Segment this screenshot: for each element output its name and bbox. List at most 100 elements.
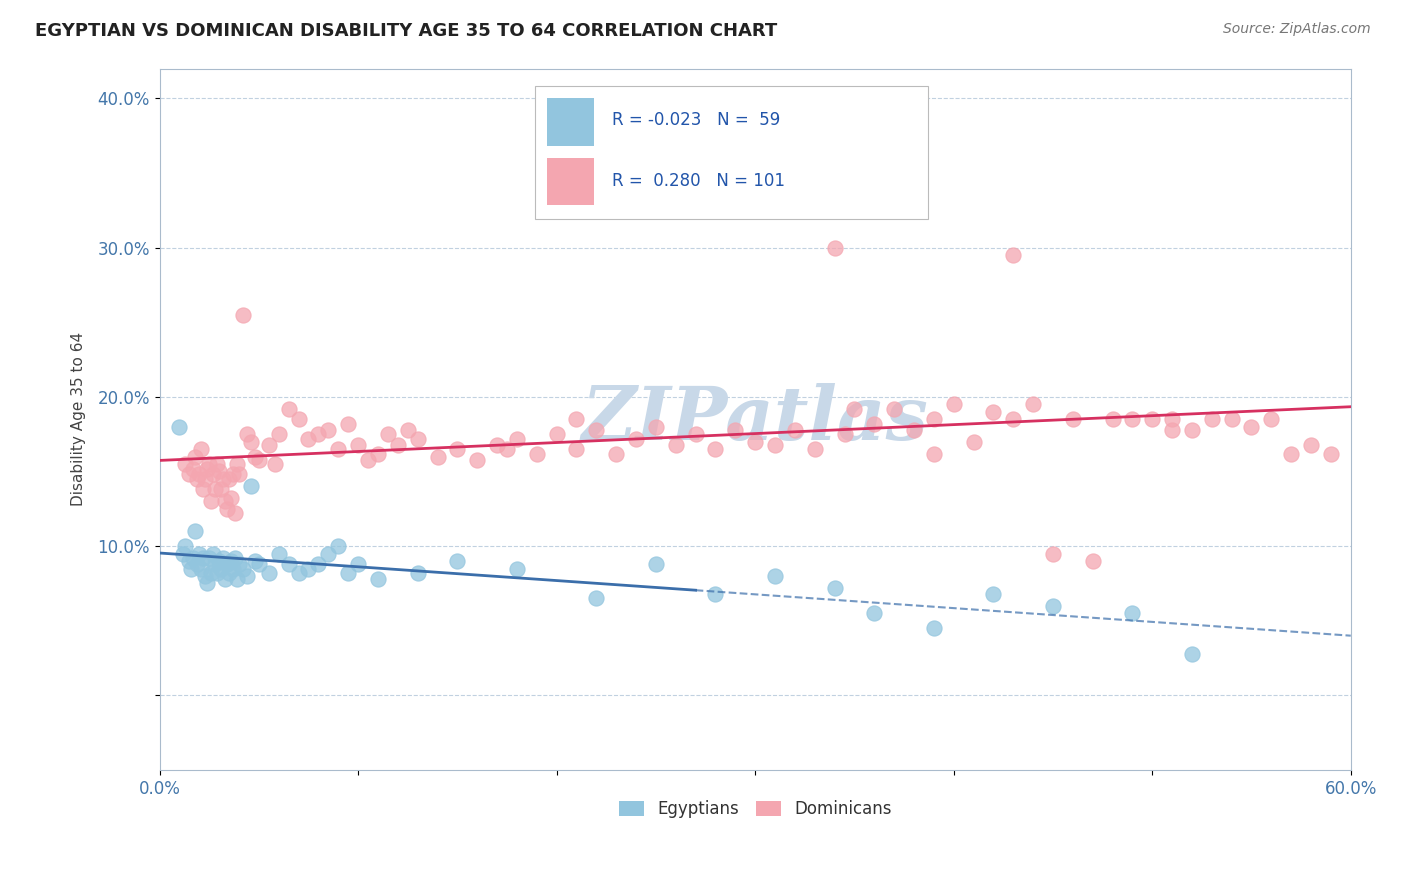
- Point: [1042, 547, 1064, 561]
- Point: [367, 447, 389, 461]
- Point: [228, 557, 250, 571]
- Point: [247, 452, 270, 467]
- Point: [724, 423, 747, 437]
- Point: [222, 561, 245, 575]
- Point: [367, 572, 389, 586]
- Point: [195, 576, 218, 591]
- Point: [194, 472, 217, 486]
- Text: ZIPatlas: ZIPatlas: [582, 383, 928, 456]
- Point: [844, 154, 866, 169]
- Point: [1260, 412, 1282, 426]
- Point: [1279, 447, 1302, 461]
- Point: [181, 461, 204, 475]
- Point: [287, 566, 309, 580]
- Point: [198, 457, 221, 471]
- Point: [195, 461, 218, 475]
- Point: [1002, 248, 1025, 262]
- Point: [1121, 607, 1143, 621]
- Point: [1142, 412, 1164, 426]
- Point: [883, 401, 905, 416]
- Point: [236, 427, 259, 442]
- Point: [1181, 647, 1204, 661]
- Point: [406, 432, 429, 446]
- Point: [205, 457, 228, 471]
- Point: [347, 437, 370, 451]
- Point: [277, 557, 299, 571]
- Point: [179, 467, 201, 482]
- Point: [226, 572, 249, 586]
- Point: [377, 427, 399, 442]
- Point: [219, 491, 242, 506]
- Point: [1299, 437, 1322, 451]
- Point: [1161, 412, 1184, 426]
- Point: [198, 551, 221, 566]
- Point: [209, 483, 232, 497]
- Point: [744, 434, 766, 449]
- Point: [307, 557, 329, 571]
- Point: [209, 561, 232, 575]
- Point: [214, 572, 236, 586]
- Point: [922, 412, 945, 426]
- Point: [406, 566, 429, 580]
- Point: [1240, 419, 1263, 434]
- Point: [546, 427, 568, 442]
- Point: [922, 447, 945, 461]
- Point: [496, 442, 519, 456]
- Point: [200, 494, 222, 508]
- Point: [205, 566, 228, 580]
- Text: EGYPTIAN VS DOMINICAN DISABILITY AGE 35 TO 64 CORRELATION CHART: EGYPTIAN VS DOMINICAN DISABILITY AGE 35 …: [35, 22, 778, 40]
- Point: [204, 483, 226, 497]
- Point: [1022, 397, 1045, 411]
- Text: Source: ZipAtlas.com: Source: ZipAtlas.com: [1223, 22, 1371, 37]
- Point: [942, 397, 965, 411]
- Point: [219, 554, 242, 568]
- Point: [983, 405, 1005, 419]
- Point: [267, 547, 290, 561]
- Point: [202, 467, 225, 482]
- Point: [307, 427, 329, 442]
- Point: [169, 419, 191, 434]
- Point: [184, 450, 207, 464]
- Point: [212, 472, 235, 486]
- Point: [200, 566, 222, 580]
- Point: [297, 432, 319, 446]
- Point: [1002, 412, 1025, 426]
- FancyBboxPatch shape: [534, 86, 928, 219]
- Point: [277, 401, 299, 416]
- Point: [224, 551, 246, 566]
- Point: [184, 524, 207, 539]
- Point: [180, 561, 202, 575]
- Point: [1062, 412, 1084, 426]
- Point: [232, 308, 254, 322]
- Point: [1161, 423, 1184, 437]
- Point: [190, 442, 212, 456]
- Point: [318, 423, 340, 437]
- Point: [204, 557, 226, 571]
- Point: [239, 479, 262, 493]
- Point: [863, 417, 886, 431]
- Point: [922, 621, 945, 635]
- Point: [263, 457, 285, 471]
- Point: [605, 447, 627, 461]
- Point: [337, 566, 360, 580]
- Point: [962, 434, 984, 449]
- Point: [1201, 412, 1223, 426]
- Point: [834, 427, 856, 442]
- Point: [208, 554, 231, 568]
- Point: [328, 539, 350, 553]
- Point: [228, 467, 250, 482]
- Point: [247, 557, 270, 571]
- Point: [863, 607, 886, 621]
- Point: [174, 539, 197, 553]
- Point: [287, 412, 309, 426]
- Point: [174, 457, 197, 471]
- Point: [644, 557, 666, 571]
- Point: [704, 587, 727, 601]
- Point: [824, 581, 846, 595]
- Point: [214, 494, 236, 508]
- Point: [208, 465, 231, 479]
- Point: [763, 569, 786, 583]
- Point: [212, 551, 235, 566]
- Point: [446, 554, 468, 568]
- Point: [783, 423, 806, 437]
